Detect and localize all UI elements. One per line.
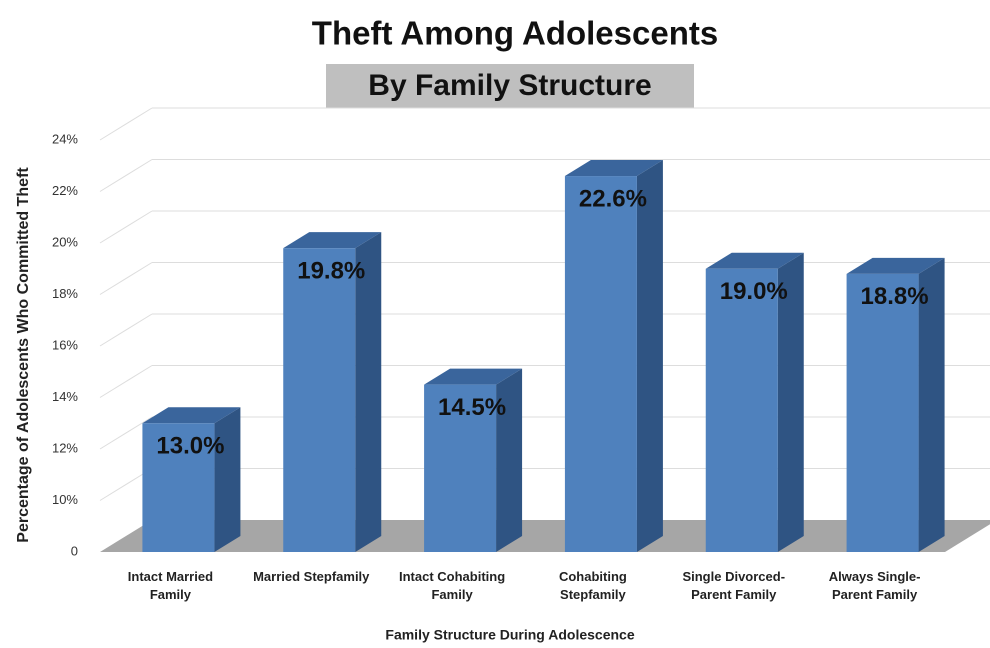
- bar-top: [424, 368, 523, 385]
- bar: [142, 423, 215, 552]
- bar: [846, 273, 919, 552]
- bar-top: [142, 407, 241, 424]
- x-tick-label: Cohabiting Stepfamily: [558, 569, 627, 602]
- y-tick-label: 22%: [52, 183, 78, 198]
- grid-line: [99, 313, 153, 347]
- bar-top: [846, 257, 945, 274]
- data-label: 22.6%: [579, 185, 647, 212]
- bar-side: [214, 407, 241, 552]
- bar-top: [564, 160, 663, 177]
- x-axis-label: Family Structure During Adolescence: [385, 627, 634, 643]
- data-label: 19.0%: [720, 278, 788, 305]
- x-tick-label: Married Stepfamily: [253, 569, 370, 584]
- data-label: 19.8%: [297, 257, 365, 284]
- bar: [424, 384, 497, 552]
- x-tick-label: Intact Cohabiting Family: [398, 569, 506, 602]
- y-tick-label: 0: [71, 543, 78, 558]
- bar-top: [705, 252, 804, 269]
- bar-side: [355, 232, 382, 552]
- y-tick-label: 16%: [52, 337, 78, 352]
- data-label: 18.8%: [861, 283, 929, 310]
- data-label: 14.5%: [438, 394, 506, 421]
- y-tick-label: 24%: [52, 131, 78, 146]
- x-tick-label: Single Divorced-Parent Family: [682, 569, 786, 602]
- grid-line: [99, 107, 153, 141]
- grid-line: [99, 210, 153, 244]
- x-tick-label: Intact Married Family: [127, 569, 214, 602]
- data-label: 13.0%: [156, 433, 224, 460]
- bar-top: [283, 232, 382, 249]
- grid-line: [99, 416, 153, 450]
- bar: [283, 248, 356, 552]
- bar: [705, 268, 778, 552]
- bar-side: [496, 368, 523, 552]
- chart-subtitle: By Family Structure: [368, 69, 651, 102]
- bar-side: [918, 257, 945, 552]
- chart-title: Theft Among Adolescents: [312, 15, 718, 52]
- y-axis-label: Percentage of Adolescents Who Committed …: [15, 167, 32, 543]
- y-tick-label: 18%: [52, 286, 78, 301]
- bar-side: [777, 252, 804, 552]
- y-tick-label: 20%: [52, 234, 78, 249]
- bar: [564, 176, 637, 553]
- grid-line: [99, 159, 153, 192]
- y-tick-label: 10%: [52, 492, 78, 507]
- bar-side: [636, 160, 663, 553]
- x-tick-label: Always Single-Parent Family: [828, 569, 921, 602]
- y-tick-label: 14%: [52, 389, 78, 404]
- y-tick-label: 12%: [52, 440, 78, 455]
- subtitle-box: [326, 64, 694, 108]
- grid-line: [99, 262, 153, 295]
- grid-line: [99, 365, 153, 398]
